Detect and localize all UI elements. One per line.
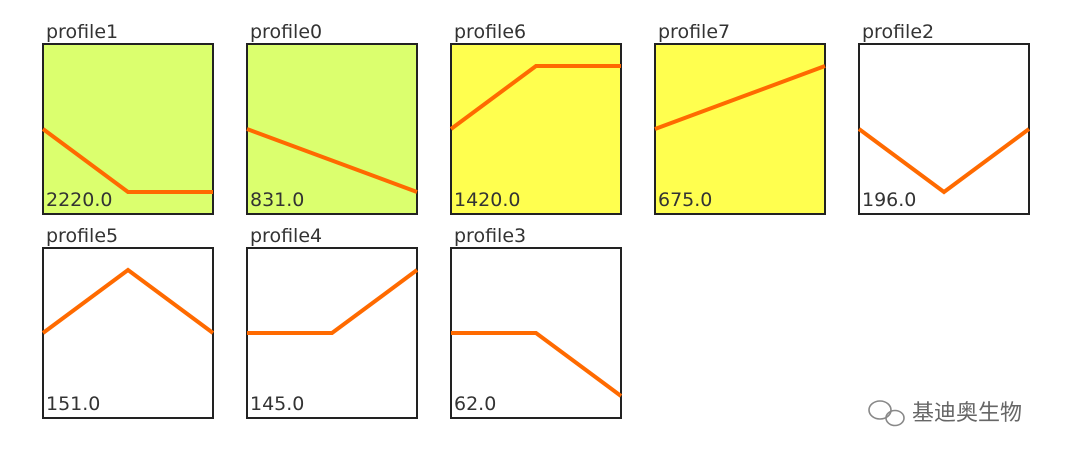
- panel-count: 62.0: [454, 393, 496, 415]
- panel-title: profile2: [862, 21, 934, 43]
- panel-title: profile1: [46, 21, 118, 43]
- profile-line: [449, 64, 621, 131]
- panel-count: 151.0: [46, 393, 100, 415]
- panel: [42, 247, 214, 419]
- panel-count: 1420.0: [454, 189, 520, 211]
- profile-line: [41, 127, 213, 194]
- panel-title: profile5: [46, 225, 118, 247]
- panel-count: 831.0: [250, 189, 304, 211]
- profile-line: [41, 267, 215, 335]
- panel-title: profile4: [250, 225, 322, 247]
- panel-count: 2220.0: [46, 189, 112, 211]
- profile-line: [451, 331, 623, 398]
- panel-title: profile3: [454, 225, 526, 247]
- panel-title: profile0: [250, 21, 322, 43]
- panel: [42, 43, 214, 215]
- panel-count: 675.0: [658, 189, 712, 211]
- profile-line: [247, 268, 419, 335]
- watermark: 基迪奥生物: [912, 401, 1022, 426]
- profile-line: [246, 127, 418, 194]
- panel-title: profile6: [454, 21, 526, 43]
- watermark-icon: [868, 400, 905, 427]
- profile-line: [857, 127, 1031, 195]
- panel: [246, 43, 418, 215]
- panel-title: profile7: [658, 21, 730, 43]
- panel: [654, 43, 826, 215]
- panel-count: 145.0: [250, 393, 304, 415]
- profile-line: [654, 64, 826, 131]
- panel-count: 196.0: [862, 189, 916, 211]
